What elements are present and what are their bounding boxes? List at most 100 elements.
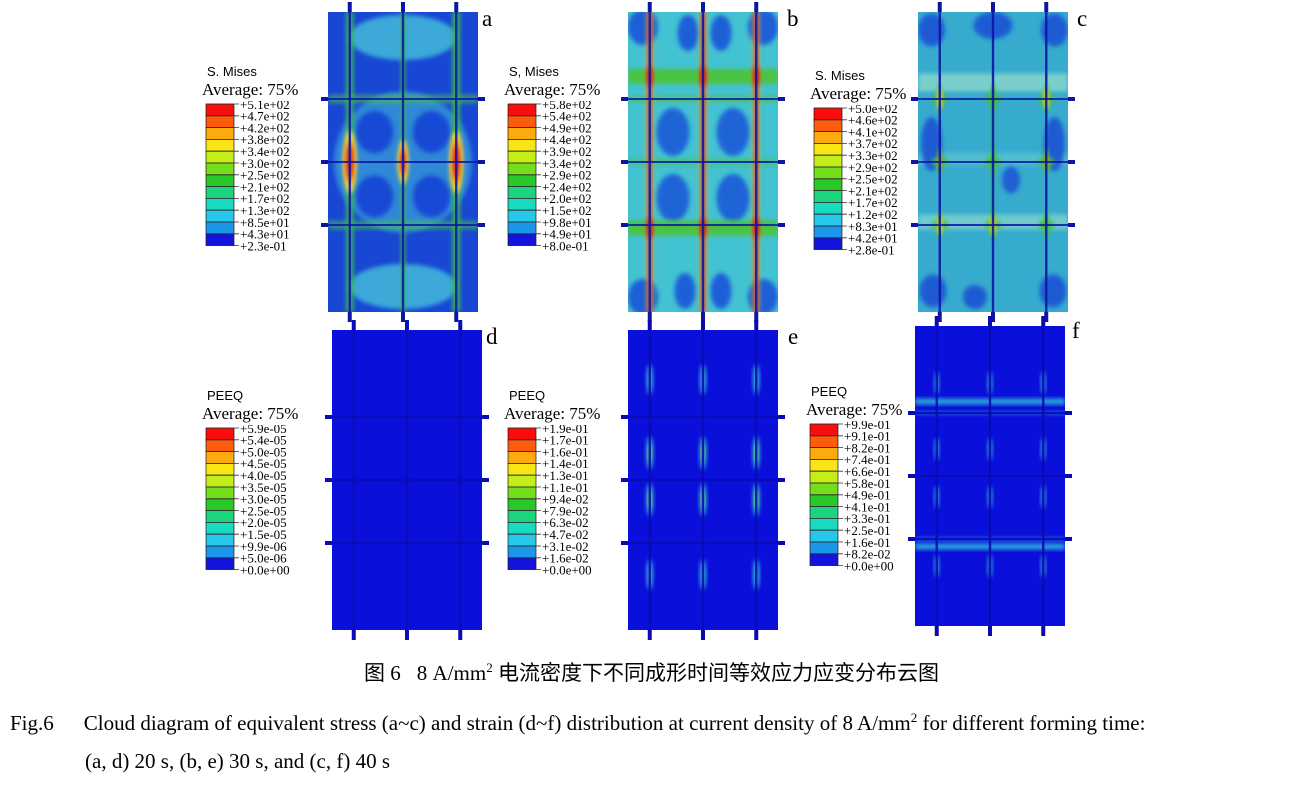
legend-title-a: S. Mises (207, 64, 257, 79)
panel-label-c: c (1077, 6, 1088, 31)
legend-colorbar-b: +5.8e+02+5.4e+02+4.9e+02+4.4e+02+3.9e+02… (507, 97, 592, 253)
svg-text:+1.7e-01: +1.7e-01 (542, 433, 589, 448)
caption-en-text: Cloud diagram of equivalent stress (a~c)… (83, 711, 911, 735)
svg-text:+1.5e-05: +1.5e-05 (240, 527, 287, 542)
svg-text:+0.0e+00: +0.0e+00 (844, 558, 894, 573)
svg-text:+4.4e+02: +4.4e+02 (542, 132, 592, 147)
svg-text:+4.9e+02: +4.9e+02 (542, 120, 592, 135)
legend-average-c: Average: 75% (810, 84, 907, 103)
svg-text:+2.5e-01: +2.5e-01 (844, 523, 891, 538)
svg-text:+1.4e-01: +1.4e-01 (542, 456, 589, 471)
contour-plot-f (908, 316, 1072, 636)
svg-text:+1.3e+02: +1.3e+02 (240, 203, 290, 218)
legend-title-b: S, Mises (509, 64, 559, 79)
svg-text:+3.5e-05: +3.5e-05 (240, 480, 287, 495)
caption-cn-fig-label: 图 6 (364, 661, 401, 685)
legend-colorbar-f: +9.9e-01+9.1e-01+8.2e-01+7.4e-01+6.6e-01… (809, 417, 894, 573)
svg-text:+9.9e-01: +9.9e-01 (844, 421, 891, 432)
svg-text:+2.4e+02: +2.4e+02 (542, 179, 592, 194)
legend-e: PEEQ Average: 75% +1.9e-01 +1.7e-01 +1.6e-01… (504, 388, 626, 583)
svg-text:+5.0e+02: +5.0e+02 (848, 105, 898, 116)
contour-panel-b (618, 0, 788, 330)
legend-average-a: Average: 75% (202, 80, 299, 99)
caption-en-text2: for different forming time: (917, 711, 1146, 735)
svg-text:+3.9e+02: +3.9e+02 (542, 144, 592, 159)
svg-text:+4.1e+02: +4.1e+02 (848, 124, 898, 139)
svg-text:+1.3e-01: +1.3e-01 (542, 468, 589, 483)
svg-text:+8.2e-02: +8.2e-02 (844, 547, 891, 562)
svg-text:+2.0e+02: +2.0e+02 (542, 191, 592, 206)
legend-b: S, Mises Average: 75% +5.8e+02 +5.4e+02 +4.9… (504, 64, 626, 259)
legend-colorbar-e: +1.9e-01+1.7e-01+1.6e-01+1.4e-01+1.3e-01… (507, 421, 592, 577)
svg-text:+5.8e+02: +5.8e+02 (542, 101, 592, 112)
legend-colorbar-c: +5.0e+02+4.6e+02+4.1e+02+3.7e+02+3.3e+02… (813, 101, 898, 257)
caption-english-line2: (a, d) 20 s, (b, e) 30 s, and (c, f) 40 … (85, 749, 391, 773)
svg-text:+2.3e-01: +2.3e-01 (240, 238, 287, 253)
legend-title-f: PEEQ (811, 384, 848, 399)
svg-text:+7.4e-01: +7.4e-01 (844, 452, 891, 467)
svg-text:+1.1e-01: +1.1e-01 (542, 480, 589, 495)
svg-text:+0.0e+00: +0.0e+00 (542, 562, 592, 577)
svg-text:+2.5e+02: +2.5e+02 (240, 168, 290, 183)
svg-text:+5.0e-05: +5.0e-05 (240, 444, 287, 459)
svg-text:+4.2e+02: +4.2e+02 (240, 120, 290, 135)
svg-text:+2.1e+02: +2.1e+02 (240, 179, 290, 194)
svg-text:+9.4e-02: +9.4e-02 (542, 492, 589, 507)
legend-colorbar-d: +5.9e-05+5.4e-05+5.0e-05+4.5e-05+4.0e-05… (205, 421, 290, 577)
contour-plot-a (321, 2, 485, 322)
contour-plot-e (621, 320, 785, 640)
svg-text:+3.4e+02: +3.4e+02 (542, 156, 592, 171)
svg-text:+2.5e-05: +2.5e-05 (240, 503, 287, 518)
legend-c: S. Mises Average: 75% +5.0e+02 +4.6e+02 +4.1… (810, 68, 932, 263)
panel-label-b: b (787, 6, 799, 31)
svg-text:+9.9e-06: +9.9e-06 (240, 539, 287, 554)
svg-text:+4.2e+01: +4.2e+01 (848, 231, 898, 246)
contour-plot-b (621, 2, 785, 322)
legend-d: PEEQ Average: 75% +5.9e-05 +5.4e-05 +5.0e-05… (202, 388, 324, 583)
svg-text:+5.4e-05: +5.4e-05 (240, 433, 287, 448)
svg-text:+2.9e+02: +2.9e+02 (542, 168, 592, 183)
svg-text:+1.6e-01: +1.6e-01 (844, 535, 891, 550)
svg-text:+2.8e-01: +2.8e-01 (848, 242, 895, 257)
svg-text:+8.0e-01: +8.0e-01 (542, 238, 589, 253)
svg-text:+1.6e-01: +1.6e-01 (542, 444, 589, 459)
svg-text:+2.1e+02: +2.1e+02 (848, 183, 898, 198)
svg-text:+1.5e+02: +1.5e+02 (542, 203, 592, 218)
svg-text:+5.4e+02: +5.4e+02 (542, 109, 592, 124)
svg-text:+3.3e-01: +3.3e-01 (844, 511, 891, 526)
svg-text:+4.7e-02: +4.7e-02 (542, 527, 589, 542)
svg-text:+3.3e+02: +3.3e+02 (848, 148, 898, 163)
contour-panel-a (318, 0, 488, 330)
caption-english-line1: Fig.6 Cloud diagram of equivalent stress … (10, 711, 1145, 736)
contour-panel-f (905, 314, 1075, 644)
svg-text:+5.9e-05: +5.9e-05 (240, 425, 287, 436)
contour-panel-d (322, 318, 492, 648)
svg-text:+1.9e-01: +1.9e-01 (542, 425, 589, 436)
svg-text:+3.8e+02: +3.8e+02 (240, 132, 290, 147)
svg-text:+4.3e+01: +4.3e+01 (240, 227, 290, 242)
legend-title-c: S. Mises (815, 68, 865, 83)
caption-cn-sup: 2 (486, 660, 493, 675)
svg-text:+8.5e+01: +8.5e+01 (240, 215, 290, 230)
caption-chinese: 图 6 8 A/mm2 电流密度下不同成形时间等效应力应变分布云图 (0, 657, 1303, 687)
svg-text:+2.0e-05: +2.0e-05 (240, 515, 287, 530)
contour-panel-e (618, 318, 788, 648)
legend-a: S. Mises Average: 75% +5.1e+02 +4.7e+02 +4.2… (202, 64, 324, 259)
svg-text:+1.7e+02: +1.7e+02 (848, 195, 898, 210)
svg-text:+2.5e+02: +2.5e+02 (848, 172, 898, 187)
svg-text:+4.9e+01: +4.9e+01 (542, 227, 592, 242)
contour-plot-c (911, 2, 1075, 322)
legend-f: PEEQ Average: 75% +9.9e-01 +9.1e-01 +8.2e-01… (806, 384, 928, 579)
svg-text:+8.2e-01: +8.2e-01 (844, 440, 891, 455)
svg-text:+1.7e+02: +1.7e+02 (240, 191, 290, 206)
svg-text:+4.9e-01: +4.9e-01 (844, 488, 891, 503)
caption-en-fig-label: Fig.6 (10, 711, 54, 735)
legend-title-d: PEEQ (207, 388, 244, 403)
svg-text:+4.6e+02: +4.6e+02 (848, 113, 898, 128)
svg-text:+6.3e-02: +6.3e-02 (542, 515, 589, 530)
svg-text:+3.7e+02: +3.7e+02 (848, 136, 898, 151)
svg-text:+5.8e-01: +5.8e-01 (844, 476, 891, 491)
svg-text:+3.4e+02: +3.4e+02 (240, 144, 290, 159)
svg-text:+1.2e+02: +1.2e+02 (848, 207, 898, 222)
